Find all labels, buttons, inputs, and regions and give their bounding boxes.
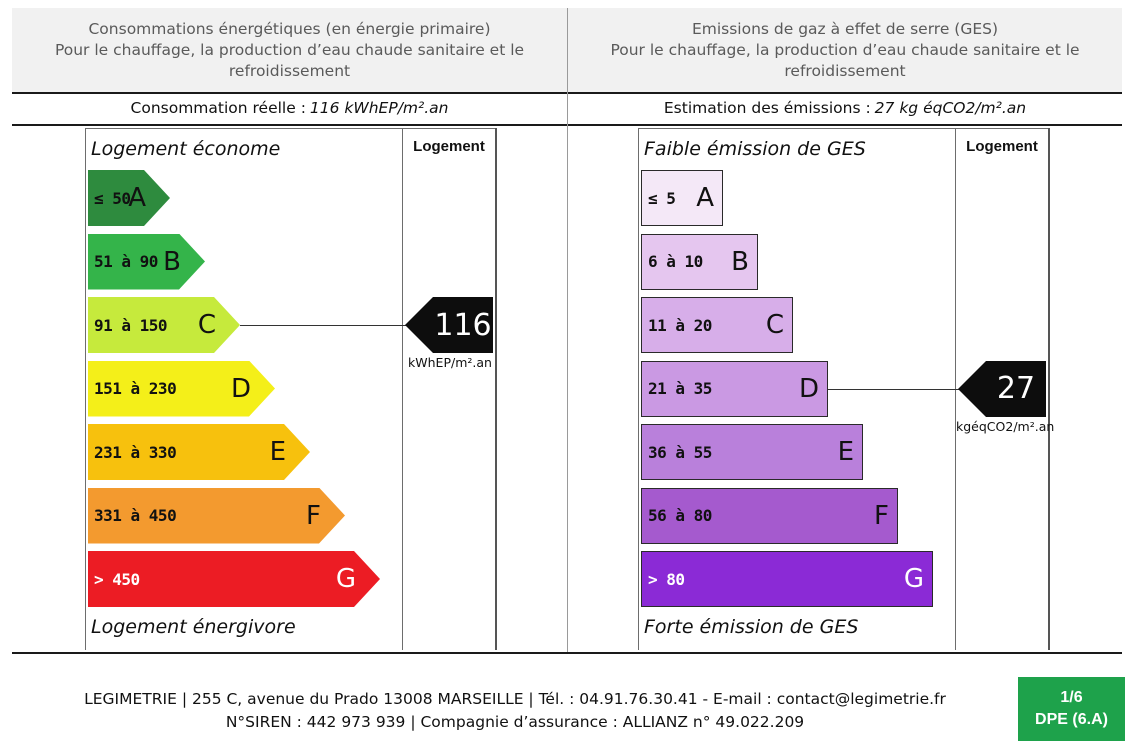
- class-letter: D: [230, 373, 251, 404]
- ges-header-line2: Pour le chauffage, la production d’eau c…: [610, 40, 1080, 59]
- panel-frame-right: [495, 128, 497, 650]
- panel-frame-top: [638, 128, 1050, 129]
- doc-code: DPE (6.A): [1035, 711, 1108, 728]
- class-letter: A: [128, 183, 146, 213]
- energy-summary-value: 116 kWhEP/m².an: [309, 99, 449, 117]
- energy-top-label: Logement économe: [91, 138, 281, 160]
- marker-arrow-shape: [405, 297, 493, 353]
- energy-bottom-label: Logement énergivore: [91, 616, 296, 638]
- energy-marker-unit: kWhEP/m².an: [408, 355, 492, 370]
- class-range-label: 331 à 450: [94, 506, 177, 525]
- energy-header: Consommations énergétiques (en énergie p…: [12, 8, 567, 92]
- energy-class-bar-g: > 450 G: [88, 551, 380, 607]
- footer-line1: LEGIMETRIE | 255 C, avenue du Prado 1300…: [84, 690, 946, 708]
- ges-bottom-label: Forte émission de GES: [644, 616, 859, 638]
- class-range-label: 36 à 55: [648, 442, 712, 462]
- energy-header-line2: Pour le chauffage, la production d’eau c…: [54, 40, 525, 59]
- class-letter: D: [798, 373, 819, 404]
- page-badge: 1/6 DPE (6.A): [1018, 677, 1125, 741]
- class-range-label: ≤ 50: [94, 188, 131, 208]
- energy-class-bar-a: ≤ 50 A: [88, 170, 170, 226]
- class-range-label: 6 à 10: [648, 252, 703, 271]
- panel-frame-right: [1048, 128, 1050, 650]
- class-range-label: 56 à 80: [648, 506, 712, 525]
- ges-summary-value: 27 kg éqCO2/m².an: [874, 99, 1027, 117]
- ges-header-line3: refroidissement: [784, 61, 906, 80]
- class-range-label: 11 à 20: [648, 315, 712, 335]
- bottom-rule: [12, 652, 1122, 654]
- panel-frame-top: [85, 128, 497, 129]
- class-letter: E: [837, 437, 854, 467]
- class-letter: B: [163, 246, 181, 277]
- ges-logement-header: Logement: [966, 138, 1038, 155]
- ges-class-bar-e: 36 à 55 E: [641, 424, 863, 480]
- logement-column-divider: [402, 128, 403, 650]
- ges-class-bar-g: > 80 G: [641, 551, 933, 607]
- energy-label-panel: Logement Logement économe Logement énerg…: [85, 128, 497, 650]
- class-letter: A: [696, 183, 714, 213]
- ges-header-line1: Emissions de gaz à effet de serre (GES): [691, 19, 999, 38]
- energy-class-bar-d: 151 à 230 D: [88, 361, 275, 417]
- footer-line2: N°SIREN : 442 973 939 | Compagnie d’assu…: [225, 713, 805, 731]
- ges-class-bar-b: 6 à 10 B: [641, 233, 758, 290]
- footer-company-info: LEGIMETRIE | 255 C, avenue du Prado 1300…: [40, 688, 990, 734]
- class-range-label: > 450: [94, 569, 140, 589]
- class-range-label: > 80: [648, 569, 685, 589]
- class-range-label: 51 à 90: [94, 252, 158, 271]
- ges-marker-connector: [828, 388, 964, 390]
- page-number: 1/6: [1060, 689, 1083, 706]
- panel-frame-left: [85, 128, 86, 650]
- ges-value-marker: 27: [958, 360, 1048, 417]
- ges-summary: Estimation des émissions : 27 kg éqCO2/m…: [568, 92, 1122, 124]
- class-range-label: 91 à 150: [94, 315, 168, 335]
- energy-summary: Consommation réelle : 116 kWhEP/m².an: [12, 92, 567, 124]
- class-range-label: 231 à 330: [94, 442, 177, 462]
- ges-label-panel: Logement Faible émission de GES Forte ém…: [638, 128, 1055, 650]
- energy-marker-connector: [240, 325, 411, 326]
- ges-marker-unit: kgéqCO2/m².an: [956, 418, 1055, 434]
- class-range-label: ≤ 5: [648, 188, 676, 208]
- energy-class-bar-c: 91 à 150 C: [88, 297, 240, 353]
- ges-top-label: Faible émission de GES: [644, 138, 866, 160]
- energy-header-line3: refroidissement: [228, 61, 351, 80]
- marker-arrow-shape: [958, 360, 1046, 417]
- class-letter: C: [765, 310, 784, 340]
- energy-class-bar-f: 331 à 450 F: [88, 488, 345, 544]
- ges-marker-value: 27: [996, 371, 1036, 406]
- energy-class-bar-e: 231 à 330 E: [88, 424, 310, 480]
- energy-class-bar-b: 51 à 90 B: [88, 234, 205, 290]
- class-letter: G: [335, 564, 356, 594]
- class-letter: G: [903, 564, 924, 594]
- energy-logement-header: Logement: [413, 138, 485, 155]
- energy-value-marker: 116: [405, 297, 495, 353]
- energy-summary-label: Consommation réelle :: [130, 99, 306, 117]
- ges-class-bar-f: 56 à 80 F: [641, 487, 898, 544]
- energy-marker-value: 116: [434, 307, 492, 343]
- class-letter: E: [269, 437, 286, 467]
- center-separator: [567, 8, 568, 653]
- ges-class-bar-c: 11 à 20 C: [641, 297, 793, 353]
- energy-header-line1: Consommations énergétiques (en énergie p…: [88, 19, 491, 38]
- class-letter: F: [306, 500, 321, 531]
- ges-class-bar-a: ≤ 5 A: [641, 170, 723, 226]
- panel-frame-left: [638, 128, 639, 650]
- class-letter: F: [874, 500, 889, 531]
- ges-summary-label: Estimation des émissions :: [663, 99, 871, 117]
- class-letter: B: [731, 246, 749, 277]
- ges-class-bar-d: 21 à 35 D: [641, 360, 828, 417]
- class-letter: C: [197, 310, 216, 340]
- ges-header: Emissions de gaz à effet de serre (GES) …: [568, 8, 1122, 92]
- class-range-label: 21 à 35: [648, 379, 712, 398]
- class-range-label: 151 à 230: [94, 379, 177, 398]
